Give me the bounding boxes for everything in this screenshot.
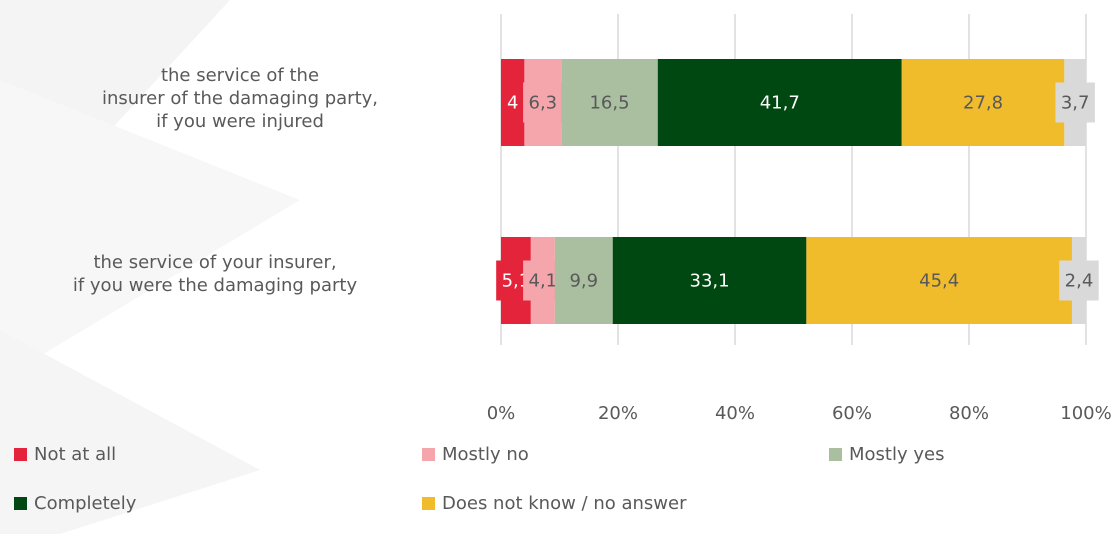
data-label: 6,3: [529, 93, 558, 114]
legend-swatch: [14, 497, 27, 510]
category-label-0: the service of the insurer of the damagi…: [101, 65, 379, 132]
legend-swatch: [422, 497, 435, 510]
x-axis-ticks: 0% 20% 40% 60% 80% 100%: [487, 403, 1112, 424]
legend-swatch: [829, 448, 842, 461]
bar-segment: [554, 237, 613, 324]
legend-item: Does not know / no answer: [422, 493, 686, 514]
legend-item: Not at all: [14, 444, 116, 465]
legend-label: Completely: [34, 493, 137, 514]
bar-segment: [806, 237, 1072, 324]
bar-segment: [501, 59, 525, 146]
data-label: 41,7: [760, 93, 800, 114]
data-label: 45,4: [919, 271, 959, 292]
data-label: 4: [507, 93, 518, 114]
legend-item: Mostly yes: [829, 444, 944, 465]
legend-swatch: [422, 448, 435, 461]
data-label-box: [523, 82, 563, 123]
data-label: 9,9: [569, 271, 598, 292]
data-label: 16,5: [589, 93, 629, 114]
data-label: 33,1: [690, 271, 730, 292]
legend-label: Does not know / no answer: [442, 493, 687, 514]
x-tick-label: 100%: [1060, 403, 1111, 424]
bars: 4 6,3 16,5 41,7 27,8 3,7 5,14,1 9,9 33,1 45,4 2,4: [496, 59, 1099, 324]
data-label: 3,7: [1061, 93, 1090, 114]
bar-segment: [561, 59, 658, 146]
x-tick-label: 0%: [487, 403, 516, 424]
bar-segment: [612, 237, 807, 324]
x-tick-label: 20%: [598, 403, 638, 424]
category-label-1: the service of your insurer, if you were…: [72, 252, 358, 296]
data-label: 5,1: [502, 271, 531, 292]
legend-label: Mostly no: [442, 444, 529, 465]
data-label-box: [1055, 82, 1095, 123]
legend-label: Mostly yes: [849, 444, 945, 465]
legend-label: Not at all: [34, 444, 117, 465]
legend-item: Completely: [14, 493, 136, 514]
bar-segment: [901, 59, 1065, 146]
x-tick-label: 60%: [832, 403, 872, 424]
data-label-box: [1059, 260, 1099, 301]
bar-segment: [657, 59, 902, 146]
legend-swatch: [14, 448, 27, 461]
data-label: 2,4: [1065, 271, 1094, 292]
data-label: 4,1: [529, 271, 558, 292]
x-tick-label: 40%: [715, 403, 755, 424]
data-label: 27,8: [963, 93, 1003, 114]
legend-item: Mostly no: [422, 444, 529, 465]
x-tick-label: 80%: [949, 403, 989, 424]
